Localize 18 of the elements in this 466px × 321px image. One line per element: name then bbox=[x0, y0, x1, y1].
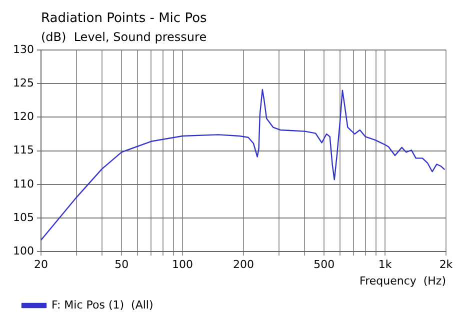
y-tick-label: 115 bbox=[12, 144, 34, 157]
x-tick-label: 500 bbox=[314, 258, 335, 272]
chart-title: Radiation Points - Mic Pos bbox=[40, 11, 208, 26]
y-tick-label: 120 bbox=[12, 110, 34, 124]
x-tick-label: 50 bbox=[114, 258, 129, 272]
x-tick-label: 1k bbox=[378, 258, 392, 272]
y-tick-label: 125 bbox=[12, 76, 34, 90]
y-tick-label: 100 bbox=[12, 244, 34, 258]
y-tick-label: 105 bbox=[12, 210, 34, 224]
y-tick-label: 110 bbox=[12, 177, 34, 190]
x-axis-title: Frequency (Hz) bbox=[360, 274, 446, 288]
y-tick-label: 130 bbox=[12, 42, 34, 56]
y-axis-title: (dB) Level, Sound pressure bbox=[40, 30, 207, 44]
x-tick-label: 200 bbox=[233, 258, 254, 272]
legend-label: F: Mic Pos (1) (All) bbox=[52, 298, 154, 312]
x-tick-label: 100 bbox=[172, 258, 194, 272]
x-tick-label: 2k bbox=[439, 258, 454, 272]
x-tick-label: 20 bbox=[34, 258, 48, 272]
